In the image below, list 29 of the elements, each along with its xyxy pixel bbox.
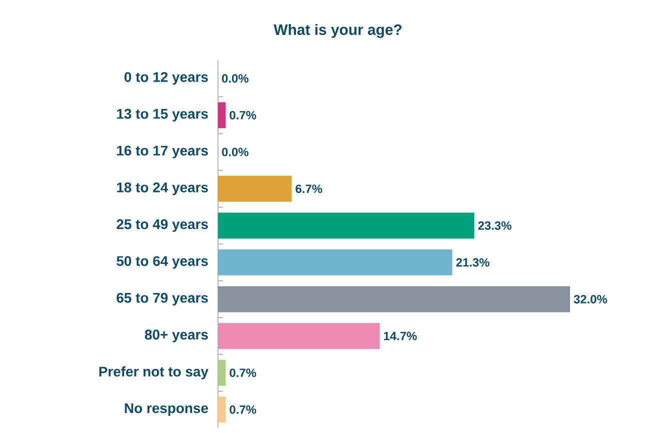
y-tick-label: No response [124,403,208,416]
data-label: 0.0% [222,148,248,156]
y-tick-label: 50 to 64 years [116,256,208,269]
y-tick-label: 13 to 15 years [117,108,208,122]
bar [218,323,380,350]
bar [218,102,226,128]
y-tick-label: 80+ years [144,330,208,342]
data-label: 23.3% [478,221,512,230]
bar [218,396,226,423]
y-tick-label: 0 to 12 years [124,72,208,85]
data-label: 0.7% [230,110,256,120]
data-label: 0.0% [222,74,248,83]
bar [218,360,226,386]
chart-title: What is your age? [274,24,402,38]
data-label: 21.3% [456,258,490,267]
data-label: 0.7% [230,405,256,414]
data-label: 6.7% [296,184,322,194]
data-label: 0.7% [230,368,256,378]
data-label: 32.0% [574,294,608,304]
y-tick-label: 16 to 17 years [117,146,208,158]
y-tick-label: 25 to 49 years [116,219,208,232]
data-label: 14.7% [384,332,417,340]
bar [218,249,452,276]
bar [218,176,292,202]
bar [218,286,570,312]
y-tick-label: Prefer not to say [99,366,208,380]
bar [218,212,474,239]
y-tick-label: 18 to 24 years [117,182,208,196]
y-tick-label: 65 to 79 years [116,292,208,306]
